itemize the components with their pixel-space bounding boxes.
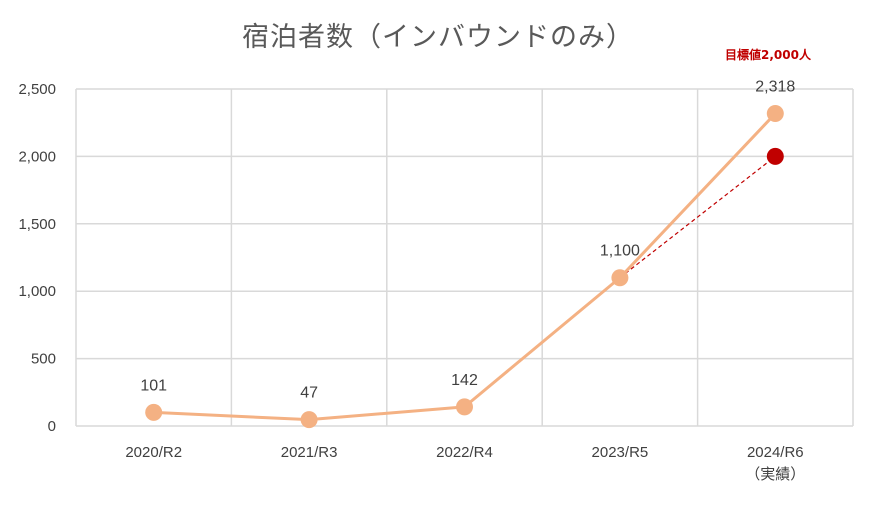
- data-label: 47: [300, 385, 318, 402]
- labels: 101 47 142 1,100 2,318: [140, 79, 795, 402]
- data-label: 2,318: [755, 79, 795, 96]
- data-point: [766, 105, 784, 123]
- data-point: [456, 398, 473, 416]
- x-tick-label: 2020/R2: [125, 444, 182, 461]
- x-tick-sublabel: （実績）: [745, 465, 805, 483]
- data-point: [300, 411, 318, 429]
- y-tick-label: 2,500: [18, 81, 56, 98]
- y-tick-label: 0: [48, 418, 56, 435]
- x-tick-label: 2021/R3: [281, 444, 338, 461]
- data-point: [611, 269, 629, 287]
- data-point: [145, 403, 163, 421]
- axes: 0 500 1,000 1,500 2,000 2,500 2020/R2 2021/R3 20…: [18, 81, 853, 483]
- data-label: 142: [451, 372, 478, 389]
- y-tick-label: 500: [31, 351, 56, 368]
- data-label: 101: [140, 377, 167, 394]
- data-label: 1,100: [600, 243, 640, 260]
- target-point: [766, 147, 784, 165]
- target-label: 目標値2,000人: [725, 47, 812, 62]
- x-tick-label: 2023/R5: [592, 444, 649, 461]
- series: [145, 105, 784, 429]
- y-tick-label: 1,500: [18, 216, 56, 233]
- y-tick-label: 2,000: [18, 148, 56, 165]
- target-dashed-line: [619, 155, 776, 279]
- x-tick-label: 2022/R4: [436, 444, 493, 461]
- grid: [75, 88, 854, 426]
- x-tick-label: 2024/R6: [747, 444, 804, 461]
- chart-title: 宿泊者数（インバウンドのみ）: [242, 22, 634, 53]
- y-tick-label: 1,000: [18, 283, 56, 300]
